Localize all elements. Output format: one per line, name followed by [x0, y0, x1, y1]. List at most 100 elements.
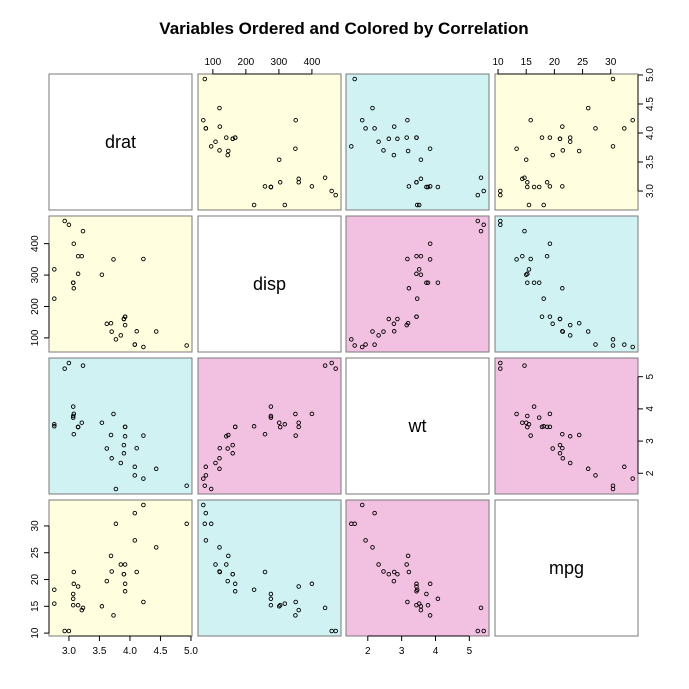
point [52, 422, 57, 427]
tick-label: 10 [30, 627, 41, 639]
point [539, 314, 545, 319]
panel-border [197, 215, 342, 353]
point [309, 184, 315, 189]
point [528, 433, 533, 438]
panel-background [346, 216, 489, 352]
panel-mpg-vs-mpg: mpg [494, 499, 639, 637]
point [122, 589, 128, 594]
point [528, 256, 533, 262]
point [268, 591, 274, 597]
point [296, 176, 301, 182]
point [322, 605, 328, 611]
point [122, 562, 128, 567]
point [232, 581, 238, 587]
point [70, 404, 76, 409]
point [201, 476, 206, 481]
point [585, 105, 591, 111]
point [52, 296, 57, 301]
point [203, 538, 209, 543]
point [141, 476, 146, 481]
point [418, 604, 424, 609]
point [370, 105, 375, 111]
point [268, 415, 274, 420]
point [560, 329, 565, 334]
point [585, 329, 591, 334]
panel-background [49, 74, 192, 210]
point [520, 253, 525, 259]
point [268, 602, 274, 608]
point [79, 420, 85, 425]
point [75, 424, 81, 430]
point [372, 510, 377, 516]
point [593, 126, 598, 131]
panel-border [48, 357, 193, 495]
point [585, 466, 591, 472]
point [370, 545, 375, 550]
tick-label: 5 [467, 646, 473, 657]
point [541, 202, 546, 208]
point [62, 628, 67, 634]
point [525, 413, 530, 419]
point [224, 562, 229, 567]
point [550, 321, 555, 327]
point [141, 433, 146, 438]
point [71, 411, 77, 417]
point [122, 322, 128, 328]
point [372, 342, 377, 347]
point [333, 366, 338, 371]
panel-mpg-vs-wt [345, 499, 490, 637]
point [622, 126, 627, 131]
point [132, 464, 138, 470]
point [622, 342, 627, 347]
panel-background [346, 74, 489, 210]
panel-background [49, 358, 192, 494]
point [425, 184, 431, 190]
point [293, 117, 298, 123]
point [104, 578, 110, 584]
point [352, 343, 357, 348]
point [141, 256, 146, 262]
point [391, 321, 397, 327]
point [414, 589, 419, 594]
panel-mpg-vs-disp [197, 499, 342, 637]
panel-wt-vs-disp [197, 357, 342, 495]
panel-mpg-vs-drat [48, 499, 193, 637]
point [217, 105, 222, 111]
point [593, 342, 598, 347]
point [405, 148, 411, 154]
point [522, 175, 527, 180]
point [296, 607, 301, 613]
point [567, 139, 573, 144]
point [630, 476, 635, 481]
point [414, 296, 420, 301]
point [522, 363, 527, 368]
point [372, 126, 377, 131]
point [322, 175, 328, 180]
point [567, 460, 573, 466]
point [386, 571, 392, 577]
point [70, 280, 76, 285]
point [217, 445, 223, 451]
tick-label: 300 [271, 57, 288, 68]
point [232, 589, 238, 594]
point [80, 228, 86, 234]
point [386, 316, 392, 322]
tick-label: 20 [30, 574, 41, 586]
point [427, 184, 433, 189]
point [52, 587, 57, 592]
point [213, 460, 218, 466]
tick-label: 5.0 [645, 68, 656, 82]
point [622, 464, 627, 470]
point [414, 202, 420, 208]
point [475, 218, 481, 224]
point [418, 176, 424, 182]
point [405, 256, 410, 262]
point [282, 422, 288, 427]
point [122, 424, 128, 430]
panel-drat-vs-disp [197, 73, 342, 211]
point [224, 434, 229, 439]
point [262, 431, 268, 437]
point [435, 184, 441, 190]
point [525, 424, 530, 430]
point [567, 135, 573, 140]
